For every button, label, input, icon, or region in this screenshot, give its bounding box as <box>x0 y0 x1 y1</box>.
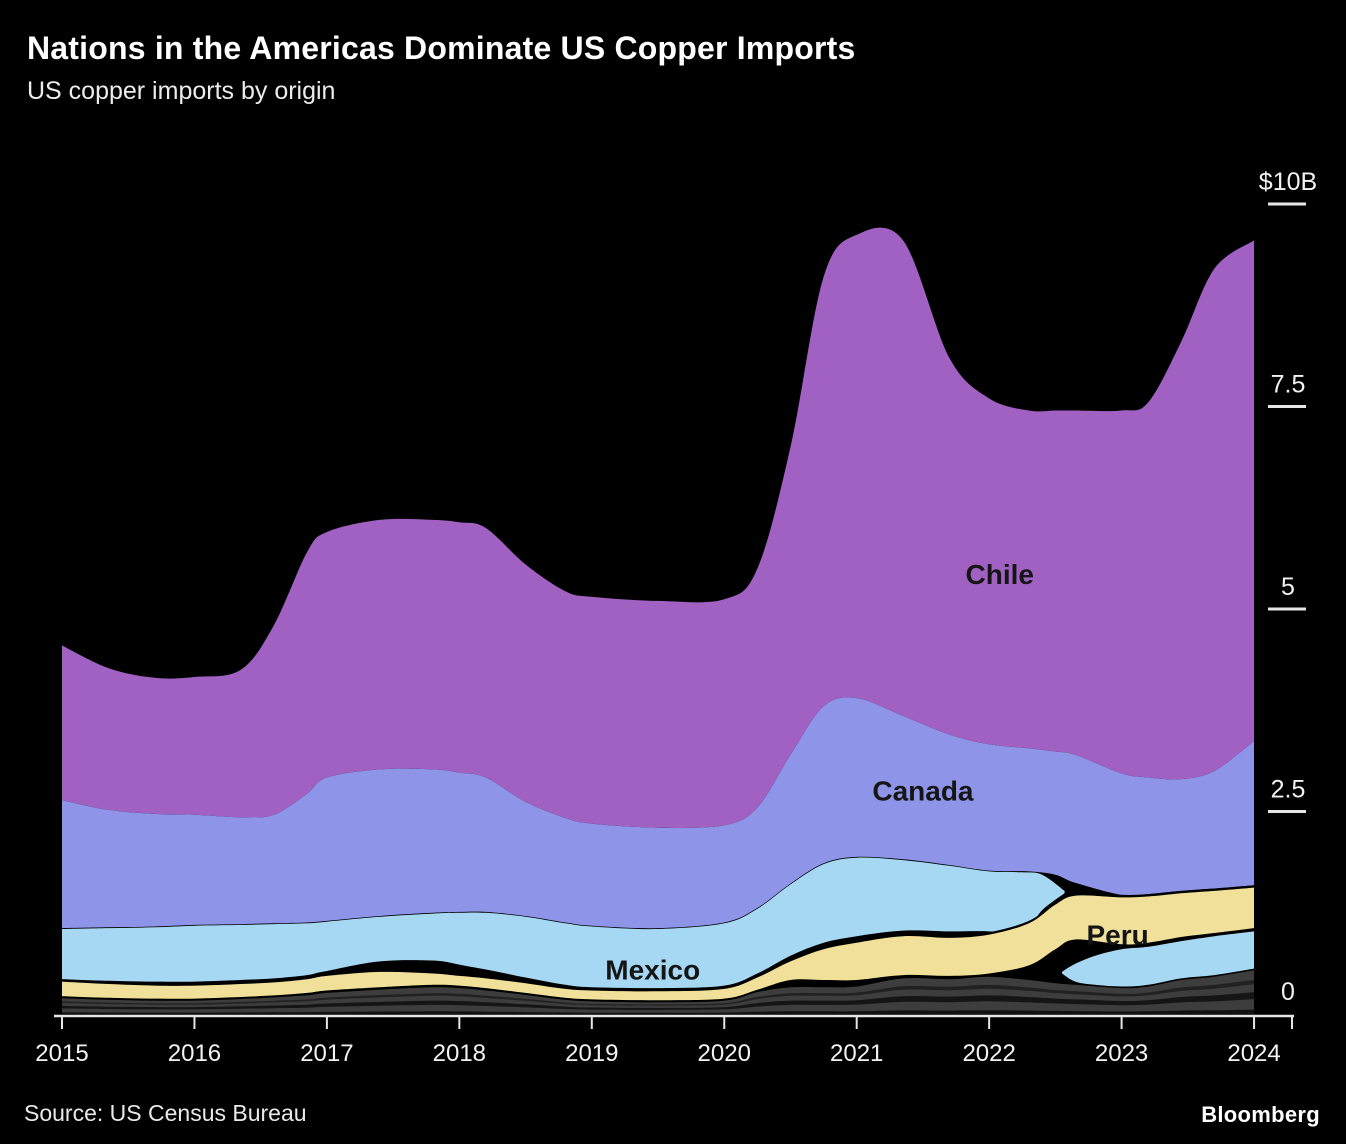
series-label-peru: Peru <box>1087 919 1149 950</box>
band-mexico-lower <box>1062 931 1254 987</box>
x-tick-label-2016: 2016 <box>168 1040 221 1067</box>
series-label-chile: Chile <box>966 559 1034 590</box>
band-other-streak-0 <box>62 1009 1254 1014</box>
x-tick-label-2018: 2018 <box>433 1040 486 1067</box>
x-tick-label-2015: 2015 <box>35 1040 88 1067</box>
x-tick-label-2017: 2017 <box>300 1040 353 1067</box>
y-tick-label-10: $10B <box>1259 168 1317 196</box>
series-label-canada: Canada <box>872 775 974 806</box>
x-tick-label-2020: 2020 <box>698 1040 751 1067</box>
page-subtitle: US copper imports by origin <box>27 76 336 105</box>
page-title: Nations in the Americas Dominate US Copp… <box>27 30 856 66</box>
y-tick-label-5: 5 <box>1281 573 1295 601</box>
x-tick-label-2021: 2021 <box>830 1040 883 1067</box>
band-chile <box>62 227 1254 828</box>
x-tick-label-2022: 2022 <box>962 1040 1015 1067</box>
x-tick-label-2023: 2023 <box>1095 1040 1148 1067</box>
band-canada <box>62 697 1254 929</box>
source-note: Source: US Census Bureau <box>24 1100 307 1126</box>
bloomberg-logo: Bloomberg <box>1201 1102 1320 1127</box>
chart-header: Nations in the Americas Dominate US Copp… <box>27 30 1317 106</box>
y-tick-label-2.5: 2.5 <box>1271 776 1306 804</box>
band-mexico-upper <box>62 857 1065 989</box>
y-tick-label-0: 0 <box>1281 978 1295 1006</box>
y-tick-label-7.5: 7.5 <box>1271 371 1306 399</box>
band-other-streak-1 <box>62 992 1254 1010</box>
series-label-mexico: Mexico <box>605 954 700 985</box>
band-peru <box>62 887 1254 1001</box>
x-tick-label-2024: 2024 <box>1227 1040 1280 1067</box>
x-tick-label-2019: 2019 <box>565 1040 618 1067</box>
